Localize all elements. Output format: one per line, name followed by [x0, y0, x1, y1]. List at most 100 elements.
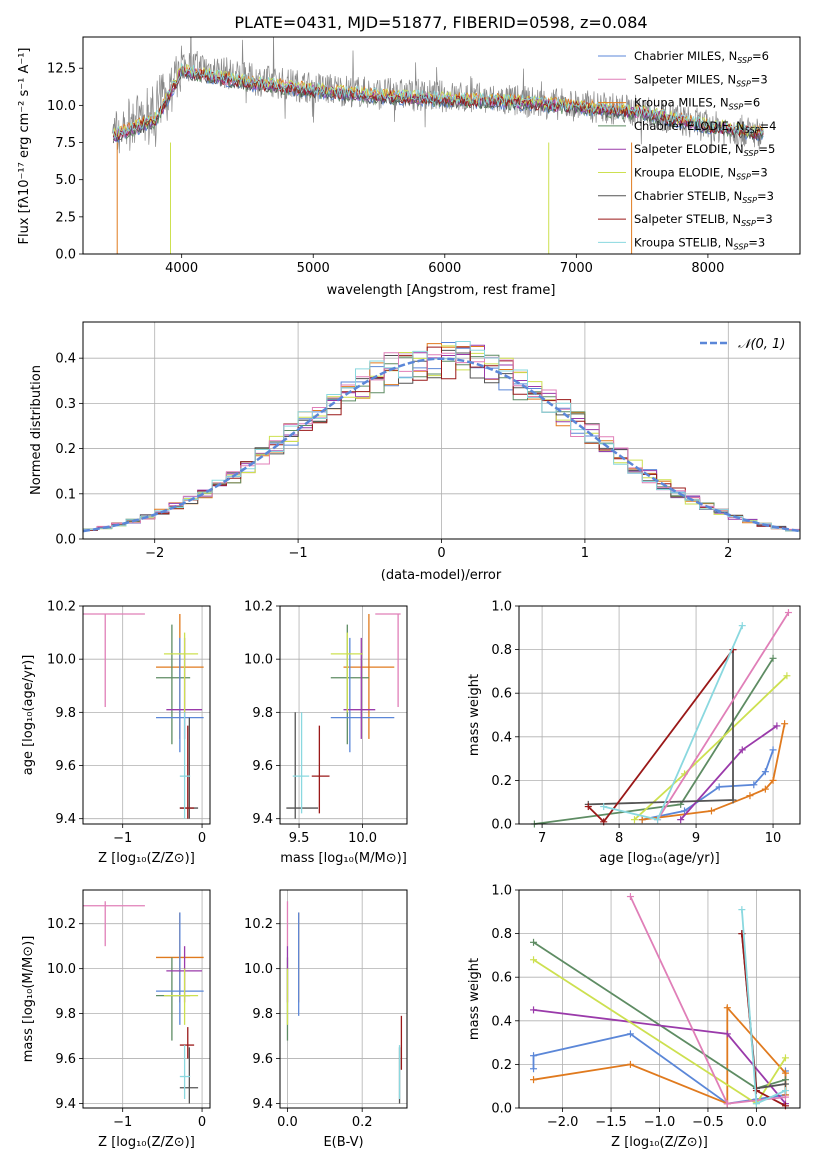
gaussian-curve [82, 357, 801, 533]
y-tick-label: 5.0 [55, 173, 76, 188]
x-tick-label: 0 [198, 831, 206, 846]
y-tick-label: 0.0 [491, 818, 512, 833]
x-tick-label: 10 [765, 831, 782, 846]
mass-vs-z-panel-ylabel: mass [log₁₀(M/M⊙)] [21, 936, 36, 1063]
y-tick-label: 0.6 [491, 971, 512, 986]
mass-vs-ebv-panel: 0.0 0.2 9.4 9.6 9.8 10.0 10.2 E(B-V) [244, 889, 408, 1150]
mass-weight-line [656, 612, 790, 821]
legend-value: =6 [743, 96, 760, 110]
x-tick-label: 1 [581, 546, 589, 561]
spectrum-plot-area [111, 37, 764, 254]
legend-text: Salpeter STELIB, N [634, 212, 741, 226]
spectrum-ticks: 4000 5000 6000 7000 8000 0.0 2.5 5.0 7.5 10.0 12.5 [47, 62, 724, 276]
legend-subscript: SSP [744, 149, 759, 158]
y-tick-label: 7.5 [55, 136, 76, 151]
model-spectrum-line [112, 68, 764, 144]
residual-panel: −2 −1 0 1 2 0.0 0.1 0.2 0.3 0.4 (data-model)/erro… [29, 321, 801, 583]
weight-vs-age-panel-ylabel: mass weight [467, 674, 482, 756]
x-tick-label: 8000 [691, 261, 724, 276]
mass-vs-z-panel-frame [82, 889, 211, 1109]
x-tick-label: 0.2 [352, 1115, 373, 1130]
mass-vs-z-panel: −1 0 9.4 9.6 9.8 10.0 10.2 Z [log₁₀(Z/Z⊙)] mass … [21, 889, 211, 1150]
x-tick-label: 8 [615, 831, 623, 846]
y-tick-label: 10.0 [244, 653, 273, 668]
legend-value: =3 [748, 235, 765, 249]
legend-label: Chabrier ELODIE, NSSP=4 [634, 119, 776, 135]
x-tick-label: 0.0 [277, 1115, 298, 1130]
weight-vs-age-panel-frame [518, 605, 801, 825]
y-tick-label: 1.0 [491, 884, 512, 899]
y-tick-label: 2.5 [55, 210, 76, 225]
y-tick-label: 9.8 [55, 1007, 76, 1022]
legend-text: Kroupa MILES, N [634, 96, 729, 110]
y-tick-label: 0.6 [491, 687, 512, 702]
x-tick-label: 7 [538, 831, 546, 846]
legend-label: Chabrier MILES, NSSP=6 [634, 49, 769, 65]
y-tick-label: 10.2 [244, 917, 273, 932]
mass-vs-ebv-panel-xlabel: E(B-V) [323, 1135, 363, 1150]
legend-text: Salpeter ELODIE, N [634, 142, 744, 156]
x-tick-label: −1 [113, 1115, 132, 1130]
y-tick-label: 9.4 [55, 812, 76, 827]
y-tick-label: 9.4 [55, 1097, 76, 1112]
legend-subscript: SSP [736, 173, 751, 182]
y-tick-label: 1.0 [491, 600, 512, 615]
y-tick-label: 0.8 [491, 643, 512, 658]
y-tick-label: 0.1 [55, 487, 76, 502]
y-tick-label: 9.8 [252, 706, 273, 721]
x-tick-label: −2.0 [547, 1115, 579, 1130]
model-spectrum-line [112, 62, 764, 139]
weight-vs-age-panel: 7 8 9 10 0.0 0.2 0.4 0.6 0.8 1.0 age [log₁₀(age/yr… [467, 600, 801, 866]
residual-histogram [83, 352, 800, 530]
mass-weight-line [741, 909, 786, 1105]
weight-vs-age-panel-marks [530, 609, 792, 828]
y-tick-label: 10.2 [47, 600, 76, 615]
mass-weight-line [642, 749, 774, 821]
x-tick-label: 10.0 [348, 831, 377, 846]
y-tick-label: 9.6 [252, 1052, 273, 1067]
residual-ylabel: Normed distribution [29, 365, 44, 495]
age-vs-z-panel-frame [82, 605, 211, 825]
legend-label: Salpeter MILES, NSSP=3 [634, 72, 768, 88]
y-tick-label: 10.0 [47, 653, 76, 668]
legend-subscript: SSP [734, 242, 749, 251]
residual-histogram [83, 346, 800, 531]
x-tick-label: −1.5 [595, 1115, 627, 1130]
age-vs-mass-panel-marks [286, 613, 401, 819]
weight-vs-z-panel-marks [530, 893, 789, 1110]
y-tick-label: 9.8 [252, 1007, 273, 1022]
residual-legend-label: 𝒩(0, 1) [738, 337, 785, 352]
x-tick-label: 2 [724, 546, 732, 561]
x-tick-label: 0.0 [746, 1115, 767, 1130]
y-tick-label: 0.8 [491, 927, 512, 942]
legend-label: Salpeter ELODIE, NSSP=5 [634, 142, 775, 158]
y-tick-label: 10.2 [244, 600, 273, 615]
age-vs-mass-panel-xlabel: mass [log₁₀(M/M⊙)] [280, 851, 407, 866]
mass-vs-z-panel-marks [83, 901, 204, 1104]
legend-value: =6 [752, 49, 769, 63]
legend-label: Kroupa MILES, NSSP=6 [634, 96, 760, 112]
x-tick-label: −0.5 [692, 1115, 724, 1130]
legend-label: Kroupa ELODIE, NSSP=3 [634, 166, 768, 182]
weight-vs-age-panel-xlabel: age [log₁₀(age/yr)] [599, 851, 720, 866]
x-tick-label: −1.0 [644, 1115, 676, 1130]
x-tick-label: 9.5 [289, 831, 310, 846]
x-tick-label: 0 [198, 1115, 206, 1130]
legend-value: =5 [758, 142, 775, 156]
residual-ticks: −2 −1 0 1 2 0.0 0.1 0.2 0.3 0.4 [55, 352, 732, 561]
age-vs-z-panel-marks [83, 613, 204, 819]
y-tick-label: 12.5 [47, 62, 76, 77]
legend-value: =3 [757, 189, 774, 203]
y-tick-label: 10.0 [47, 99, 76, 114]
y-tick-label: 0.2 [55, 442, 76, 457]
mass-vs-z-panel-xlabel: Z [log₁₀(Z/Z⊙)] [98, 1135, 195, 1150]
spectrum-axes-frame [82, 36, 801, 255]
y-tick-label: 0.2 [491, 774, 512, 789]
age-vs-z-panel: −1 0 9.4 9.6 9.8 10.0 10.2 Z [log₁₀(Z/Z⊙)] age [… [21, 600, 211, 866]
residual-legend: 𝒩(0, 1) [700, 337, 785, 352]
x-tick-label: 9 [692, 831, 700, 846]
y-tick-label: 10.2 [47, 917, 76, 932]
legend-value: =4 [760, 119, 777, 133]
spectrum-panel: 4000 5000 6000 7000 8000 0.0 2.5 5.0 7.5 10.0 12.5… [17, 36, 801, 298]
